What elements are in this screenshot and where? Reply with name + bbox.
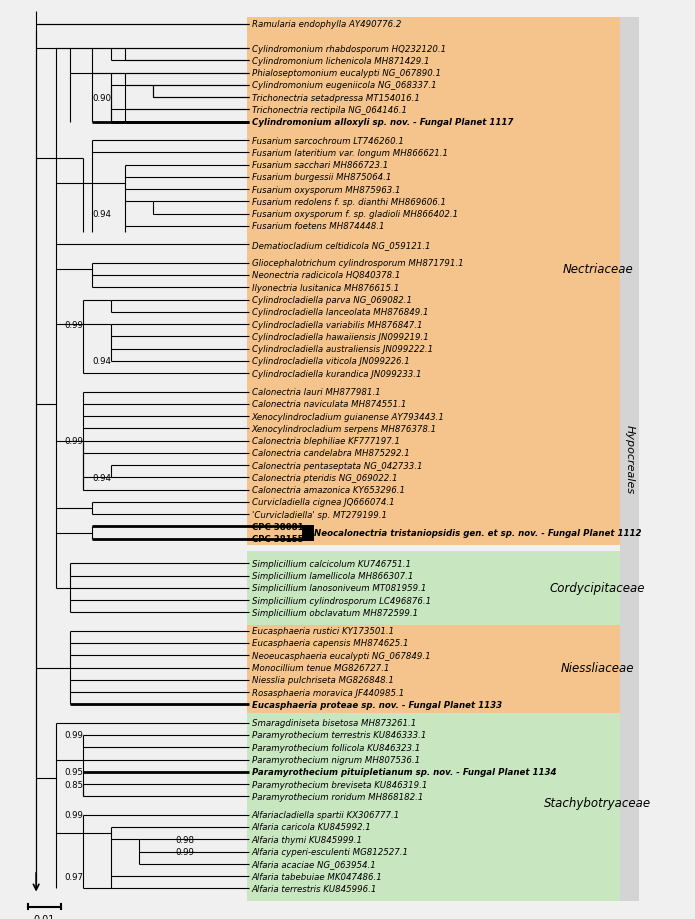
- Text: Calonectria pentaseptata NG_042733.1: Calonectria pentaseptata NG_042733.1: [252, 461, 422, 471]
- Text: Paramyrothecium terrestris KU846333.1: Paramyrothecium terrestris KU846333.1: [252, 731, 426, 740]
- Text: 0.94: 0.94: [92, 357, 111, 366]
- Text: Fusarium oxysporum MH875963.1: Fusarium oxysporum MH875963.1: [252, 186, 400, 195]
- Text: Phialoseptomonium eucalypti NG_067890.1: Phialoseptomonium eucalypti NG_067890.1: [252, 69, 441, 78]
- Text: Eucasphaeria rustici KY173501.1: Eucasphaeria rustici KY173501.1: [252, 627, 393, 636]
- Text: Calonectria blephiliae KF777197.1: Calonectria blephiliae KF777197.1: [252, 437, 400, 446]
- Text: Ilyonectria lusitanica MH876615.1: Ilyonectria lusitanica MH876615.1: [252, 283, 399, 292]
- Text: Cylindrocladiella hawaiiensis JN099219.1: Cylindrocladiella hawaiiensis JN099219.1: [252, 333, 428, 342]
- Text: Neocalonectria tristaniopsidis gen. et sp. nov. - Fungal Planet 1112: Neocalonectria tristaniopsidis gen. et s…: [314, 528, 641, 538]
- Text: Rosasphaeria moravica JF440985.1: Rosasphaeria moravica JF440985.1: [252, 687, 404, 697]
- Text: Cylindromonium eugeniicola NG_068337.1: Cylindromonium eugeniicola NG_068337.1: [252, 81, 436, 90]
- Text: Xenocylindrocladium guianense AY793443.1: Xenocylindrocladium guianense AY793443.1: [252, 412, 445, 421]
- Text: Simplicillium lanosoniveum MT081959.1: Simplicillium lanosoniveum MT081959.1: [252, 584, 426, 593]
- Text: 0.95: 0.95: [65, 767, 83, 777]
- Text: Alfaria acaciae NG_063954.1: Alfaria acaciae NG_063954.1: [252, 859, 376, 868]
- Text: 0.99: 0.99: [65, 320, 83, 329]
- Text: 0.97: 0.97: [65, 871, 83, 880]
- Text: Trichonectria rectipila NG_064146.1: Trichonectria rectipila NG_064146.1: [252, 106, 407, 115]
- Text: Calonectria pteridis NG_069022.1: Calonectria pteridis NG_069022.1: [252, 473, 397, 482]
- Text: Alfaria tabebuiae MK047486.1: Alfaria tabebuiae MK047486.1: [252, 871, 382, 880]
- Text: Cylindrocladiella parva NG_069082.1: Cylindrocladiella parva NG_069082.1: [252, 296, 411, 305]
- Text: Alfaria thymi KU845999.1: Alfaria thymi KU845999.1: [252, 834, 363, 844]
- Text: Simplicillium obclavatum MH872599.1: Simplicillium obclavatum MH872599.1: [252, 608, 418, 618]
- Text: Cylindromonium alloxyli sp. nov. - Fungal Planet 1117: Cylindromonium alloxyli sp. nov. - Funga…: [252, 118, 513, 127]
- Text: Simplicillium lamellicola MH866307.1: Simplicillium lamellicola MH866307.1: [252, 572, 413, 581]
- Text: Nectriaceae: Nectriaceae: [562, 263, 633, 276]
- Text: Fusarium burgessii MH875064.1: Fusarium burgessii MH875064.1: [252, 173, 391, 182]
- Text: Xenocylindrocladium serpens MH876378.1: Xenocylindrocladium serpens MH876378.1: [252, 425, 436, 434]
- Text: Simplicillium cylindrosporum LC496876.1: Simplicillium cylindrosporum LC496876.1: [252, 596, 431, 605]
- Text: 0.98: 0.98: [176, 834, 195, 844]
- Text: Paramyrothecium follicola KU846323.1: Paramyrothecium follicola KU846323.1: [252, 743, 420, 752]
- Text: Cylindrocladiella lanceolata MH876849.1: Cylindrocladiella lanceolata MH876849.1: [252, 308, 428, 317]
- Text: Fusarium sarcochroum LT746260.1: Fusarium sarcochroum LT746260.1: [252, 136, 404, 145]
- Text: 0.99: 0.99: [65, 731, 83, 740]
- Text: Gliocephalotrichum cylindrosporum MH871791.1: Gliocephalotrichum cylindrosporum MH8717…: [252, 259, 463, 268]
- Text: Monocillium tenue MG826727.1: Monocillium tenue MG826727.1: [252, 664, 389, 673]
- Text: 0.94: 0.94: [92, 210, 111, 219]
- Text: Calonectria amazonica KY653296.1: Calonectria amazonica KY653296.1: [252, 485, 404, 494]
- Text: Calonectria candelabra MH875292.1: Calonectria candelabra MH875292.1: [252, 448, 409, 458]
- Text: Eucasphaeria proteae sp. nov. - Fungal Planet 1133: Eucasphaeria proteae sp. nov. - Fungal P…: [252, 700, 502, 709]
- Text: Curvicladiella cignea JQ666074.1: Curvicladiella cignea JQ666074.1: [252, 498, 394, 507]
- Bar: [302, 525, 314, 541]
- Text: Alfaria cyperi-esculenti MG812527.1: Alfaria cyperi-esculenti MG812527.1: [252, 847, 409, 857]
- Text: Alfaria terrestris KU845996.1: Alfaria terrestris KU845996.1: [252, 884, 377, 893]
- Text: Simplicillium calcicolum KU746751.1: Simplicillium calcicolum KU746751.1: [252, 559, 411, 568]
- Text: CPC 38081: CPC 38081: [252, 522, 303, 531]
- Text: 0.99: 0.99: [176, 847, 195, 857]
- Text: Alfariacladiella spartii KX306777.1: Alfariacladiella spartii KX306777.1: [252, 811, 400, 820]
- Text: Cordycipitaceae: Cordycipitaceae: [550, 582, 646, 595]
- Text: 0.85: 0.85: [64, 779, 83, 789]
- Text: Fusarium oxysporum f. sp. gladioli MH866402.1: Fusarium oxysporum f. sp. gladioli MH866…: [252, 210, 458, 219]
- Text: Neoeucasphaeria eucalypti NG_067849.1: Neoeucasphaeria eucalypti NG_067849.1: [252, 651, 430, 660]
- Text: Niesslia pulchriseta MG826848.1: Niesslia pulchriseta MG826848.1: [252, 675, 393, 685]
- Bar: [247, 18, 620, 545]
- Text: Trichonectria setadpressa MT154016.1: Trichonectria setadpressa MT154016.1: [252, 94, 420, 103]
- Text: Calonectria naviculata MH874551.1: Calonectria naviculata MH874551.1: [252, 400, 406, 409]
- Text: 0.99: 0.99: [65, 811, 83, 820]
- Text: Neonectria radicicola HQ840378.1: Neonectria radicicola HQ840378.1: [252, 271, 400, 280]
- Text: Fusarium lateritium var. longum MH866621.1: Fusarium lateritium var. longum MH866621…: [252, 149, 448, 158]
- Text: 0.99: 0.99: [65, 437, 83, 446]
- Text: Niessliaceae: Niessliaceae: [561, 662, 635, 675]
- Text: Cylindrocladiella kurandica JN099233.1: Cylindrocladiella kurandica JN099233.1: [252, 369, 421, 379]
- Text: 'Curvicladiella' sp. MT279199.1: 'Curvicladiella' sp. MT279199.1: [252, 510, 386, 519]
- Text: Cylindrocladiella viticola JN099226.1: Cylindrocladiella viticola JN099226.1: [252, 357, 409, 366]
- Text: Dematiocladium celtidicola NG_059121.1: Dematiocladium celtidicola NG_059121.1: [252, 241, 430, 250]
- Text: Cylindromonium rhabdosporum HQ232120.1: Cylindromonium rhabdosporum HQ232120.1: [252, 44, 445, 53]
- Text: Hypocreales: Hypocreales: [625, 425, 635, 494]
- Bar: [247, 625, 620, 713]
- Text: Ramularia endophylla AY490776.2: Ramularia endophylla AY490776.2: [252, 20, 401, 29]
- Text: Paramyrothecium pituipletianum sp. nov. - Fungal Planet 1134: Paramyrothecium pituipletianum sp. nov. …: [252, 767, 556, 777]
- Text: Cylindrocladiella australiensis JN099222.1: Cylindrocladiella australiensis JN099222…: [252, 345, 433, 354]
- Text: Stachybotryaceae: Stachybotryaceae: [544, 796, 651, 809]
- Text: 0.01: 0.01: [34, 914, 55, 919]
- Text: Paramyrothecium nigrum MH807536.1: Paramyrothecium nigrum MH807536.1: [252, 755, 420, 765]
- Text: Fusarium foetens MH874448.1: Fusarium foetens MH874448.1: [252, 222, 384, 232]
- Text: Paramyrothecium breviseta KU846319.1: Paramyrothecium breviseta KU846319.1: [252, 779, 427, 789]
- Text: Fusarium sacchari MH866723.1: Fusarium sacchari MH866723.1: [252, 161, 388, 170]
- Text: Fusarium redolens f. sp. dianthi MH869606.1: Fusarium redolens f. sp. dianthi MH86960…: [252, 198, 445, 207]
- Text: Smaragdiniseta bisetosa MH873261.1: Smaragdiniseta bisetosa MH873261.1: [252, 719, 416, 728]
- Text: Cylindrocladiella variabilis MH876847.1: Cylindrocladiella variabilis MH876847.1: [252, 320, 422, 329]
- Text: Alfaria caricola KU845992.1: Alfaria caricola KU845992.1: [252, 823, 371, 832]
- Bar: [247, 551, 620, 625]
- Text: Cylindromonium lichenicola MH871429.1: Cylindromonium lichenicola MH871429.1: [252, 57, 429, 66]
- Text: Calonectria lauri MH877981.1: Calonectria lauri MH877981.1: [252, 388, 380, 397]
- Text: 0.94: 0.94: [92, 473, 111, 482]
- Text: CPC 38155: CPC 38155: [252, 535, 303, 544]
- Text: 0.90: 0.90: [92, 94, 111, 103]
- Bar: [620, 18, 639, 901]
- Text: Paramyrothecium roridum MH868182.1: Paramyrothecium roridum MH868182.1: [252, 792, 423, 801]
- Text: Eucasphaeria capensis MH874625.1: Eucasphaeria capensis MH874625.1: [252, 639, 408, 648]
- Bar: [247, 713, 620, 901]
